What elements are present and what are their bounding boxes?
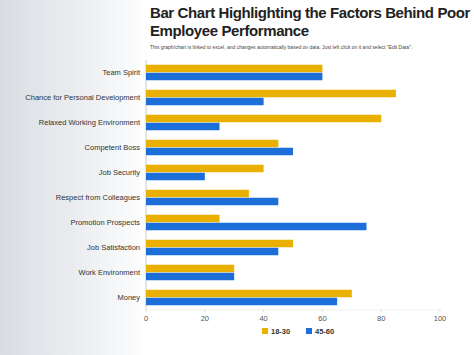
tick-mark [440, 310, 441, 312]
category-label: Relaxed Working Environment [39, 118, 141, 127]
legend-label: 45-60 [315, 327, 334, 336]
bar [146, 240, 293, 248]
bar [146, 298, 337, 306]
bar [146, 265, 234, 273]
legend-swatch [306, 328, 312, 334]
category-label: Respect from Colleagues [56, 193, 140, 202]
bar [146, 198, 278, 206]
category-label: Team Spirit [102, 68, 140, 77]
bar [146, 290, 352, 298]
bar [146, 148, 293, 156]
bar [146, 190, 249, 198]
bar [146, 140, 278, 148]
tick-mark [322, 310, 323, 312]
bar [146, 248, 278, 256]
subtitle: This graph/chart is linked to excel, and… [150, 44, 470, 50]
tick-label: 100 [434, 314, 447, 323]
category-label: Chance for Personal Development [25, 93, 141, 102]
tick-mark [263, 310, 264, 312]
category-label: Job Satisfaction [87, 243, 140, 252]
tick-label: 40 [259, 314, 267, 323]
chart: Team Spirit Chance for Personal Developme… [0, 0, 474, 355]
bar [146, 73, 322, 81]
bar [146, 90, 396, 98]
bar [146, 98, 264, 106]
category-label: Money [117, 293, 140, 302]
bar [146, 223, 367, 231]
bar [146, 273, 234, 281]
bar [146, 215, 220, 223]
tick-mark [381, 310, 382, 312]
title: Bar Chart Highlighting the Factors Behin… [150, 4, 470, 40]
legend: 18-30 45-60 [262, 327, 334, 336]
y-axis-line [146, 60, 147, 310]
tick-label: 20 [201, 314, 209, 323]
x-axis-line [146, 310, 440, 311]
category-label: Promotion Prospects [70, 218, 140, 227]
category-label: Work Environment [78, 268, 140, 277]
category-label: Competent Boss [85, 143, 141, 152]
category-label: Job Security [99, 168, 141, 177]
legend-swatch [262, 328, 268, 334]
bar [146, 165, 264, 173]
bar [146, 115, 381, 123]
tick-label: 60 [318, 314, 326, 323]
bar [146, 123, 220, 131]
bars [146, 65, 396, 306]
tick-mark [146, 310, 147, 312]
tick-label: 0 [144, 314, 148, 323]
legend-label: 18-30 [271, 327, 290, 336]
tick-mark [204, 310, 205, 312]
tick-label: 80 [377, 314, 385, 323]
bar [146, 173, 205, 181]
bar [146, 65, 322, 73]
